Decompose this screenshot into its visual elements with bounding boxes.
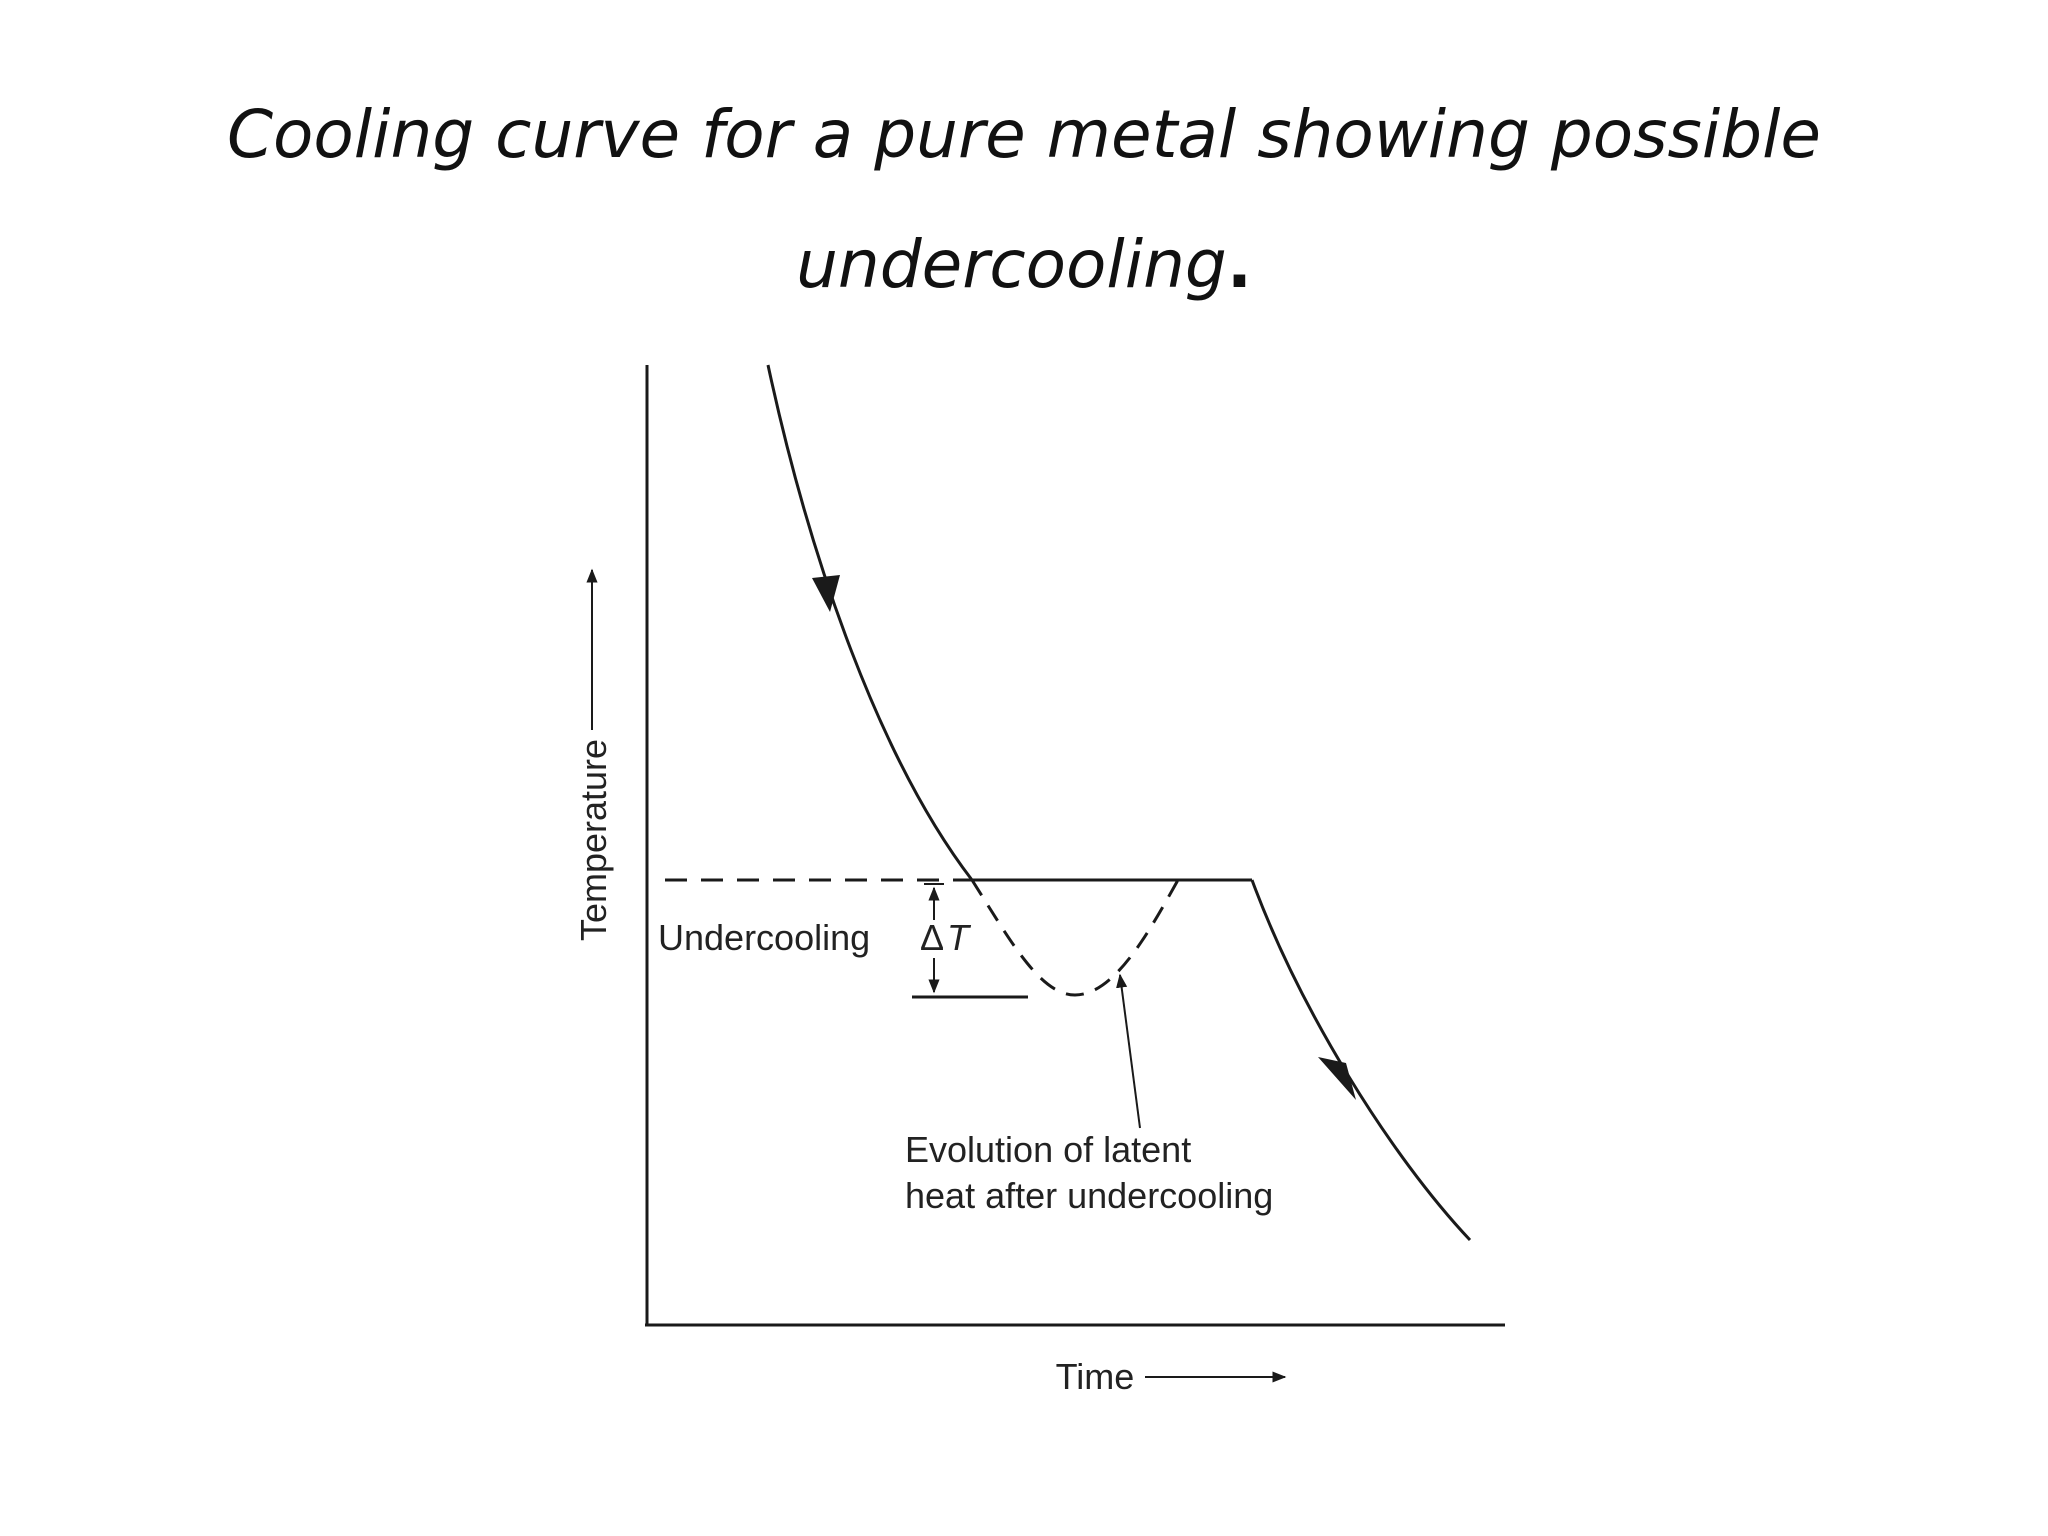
y-axis-label: Temperature — [573, 739, 614, 941]
liquid-cooling-curve — [766, 364, 974, 881]
latent-heat-annotation-line-2: heat after undercooling — [905, 1175, 1273, 1216]
delta-t-letter: T — [947, 917, 972, 958]
liquid-cooling-arrow-icon — [812, 575, 840, 612]
delta-t-symbol: Δ — [920, 917, 944, 958]
slide-title: Cooling curve for a pure metal showing p… — [0, 70, 2048, 330]
title-line-1: Cooling curve for a pure metal showing p… — [226, 96, 1822, 173]
latent-heat-annotation-line-1: Evolution of latent — [905, 1129, 1191, 1170]
undercooling-dip-dashed-curve — [970, 879, 1180, 997]
undercooling-label: Undercooling — [658, 917, 870, 958]
solid-cooling-curve — [1250, 879, 1472, 1242]
title-period: . — [1226, 226, 1252, 303]
title-line-2-text: undercooling — [796, 226, 1227, 303]
solid-cooling-arrow-icon — [1318, 1057, 1356, 1100]
x-axis-label: Time — [1056, 1356, 1135, 1397]
title-line-2: undercooling. — [0, 200, 2048, 330]
latent-heat-pointer-arrow-icon — [1116, 973, 1141, 1129]
